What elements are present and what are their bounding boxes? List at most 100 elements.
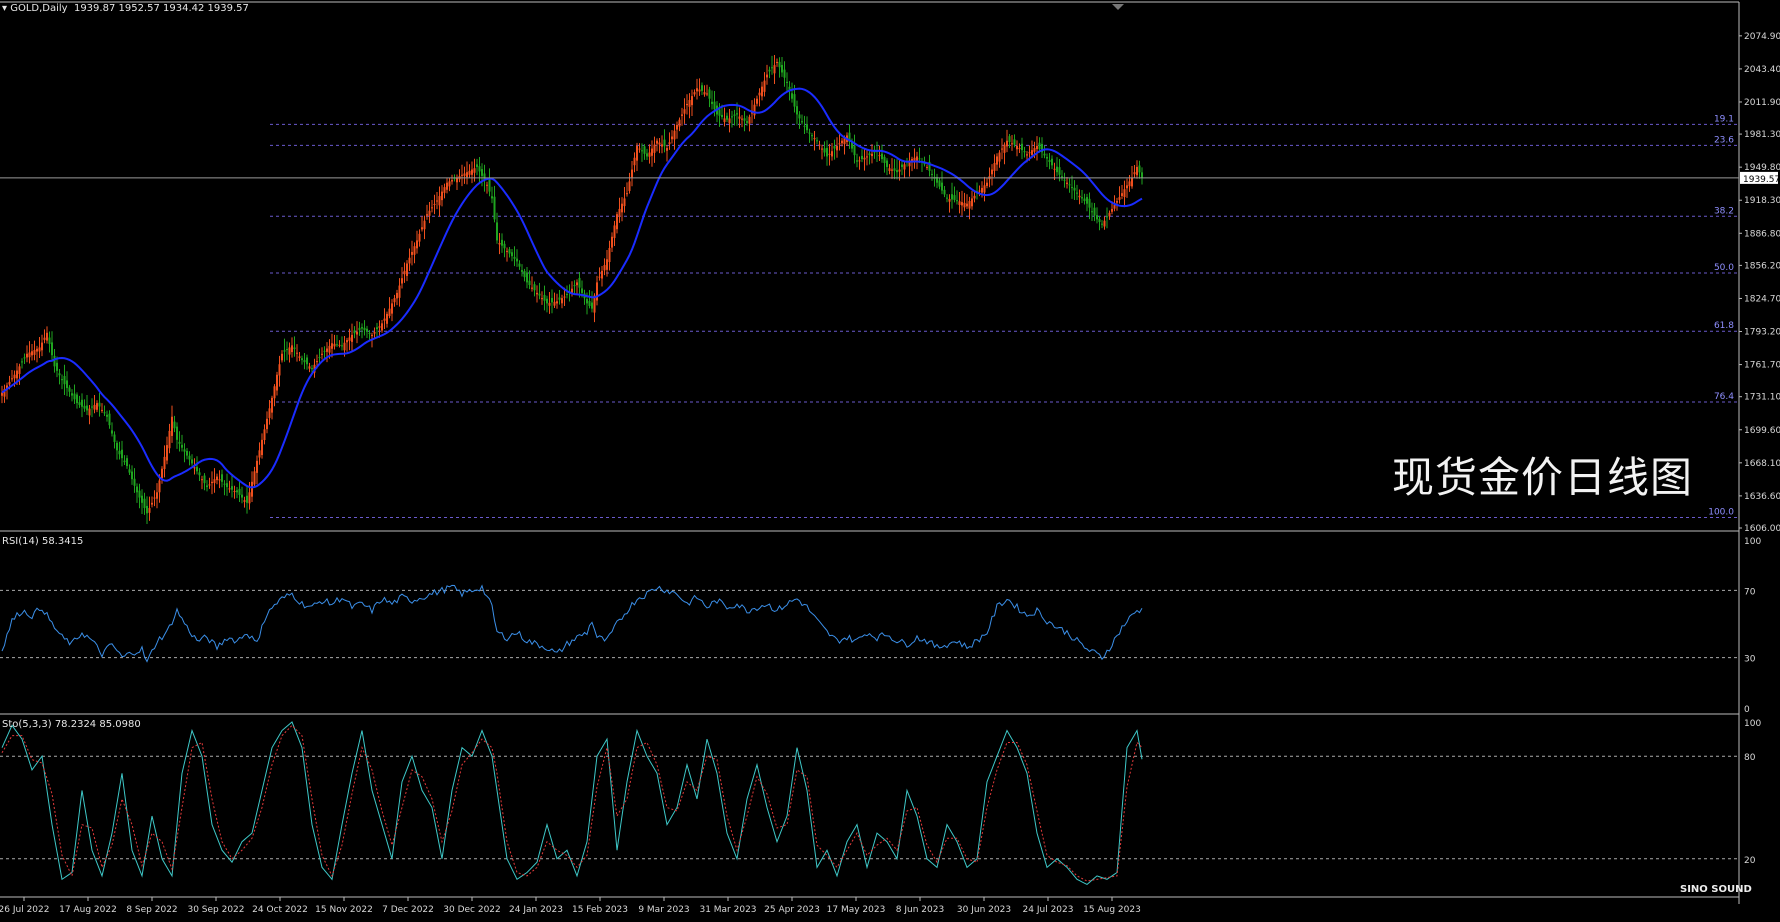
candle-body [746, 121, 748, 123]
candle-body [366, 328, 368, 332]
candle-body [551, 297, 553, 303]
candle-body [483, 173, 486, 181]
candle-body [926, 166, 928, 168]
candle-body [1093, 207, 1096, 216]
candle-body [336, 344, 338, 346]
candle-body [936, 177, 938, 183]
candle-body [308, 366, 311, 369]
candle-body [536, 292, 538, 295]
time-tick-label: 15 Aug 2023 [1083, 905, 1141, 915]
candle-body [636, 145, 638, 161]
candle-body [138, 490, 141, 498]
candle-body [1111, 208, 1113, 212]
sinosound-logo: SINO SOUND [1680, 884, 1752, 895]
candle-body [743, 118, 746, 121]
candle-body [811, 135, 813, 137]
candle-body [1113, 204, 1116, 209]
candle-body [211, 481, 213, 484]
candle-body [718, 109, 721, 116]
candle-body [816, 140, 818, 142]
candle-body [798, 114, 801, 119]
candle-body [1071, 187, 1073, 189]
candle-body [818, 144, 821, 146]
candle-body [1063, 179, 1066, 181]
candle-body [1018, 148, 1021, 150]
candle-body [691, 96, 693, 106]
candle-body [318, 357, 321, 359]
candle-body [576, 282, 578, 286]
candle-body [953, 195, 956, 201]
candle-body [76, 394, 78, 404]
candle-body [16, 370, 18, 379]
candle-body [1048, 160, 1051, 162]
time-tick-label: 9 Mar 2023 [638, 905, 689, 915]
price-tick-label: 1793.20 [1744, 328, 1780, 338]
candle-body [728, 118, 731, 124]
candle-body [146, 505, 148, 514]
current-price-box [1740, 171, 1778, 184]
stochastic-signal-line [1, 724, 1143, 882]
candles-group [1, 54, 1143, 525]
candle-body [618, 208, 621, 217]
candle-body [288, 347, 291, 355]
logo-text: SINO SOUND [1680, 884, 1752, 895]
candle-body [673, 130, 676, 140]
collapse-triangle-icon[interactable]: ▾ [2, 3, 8, 14]
fib-level-label: 23.6 [1714, 135, 1734, 145]
candle-body [1056, 166, 1058, 173]
candle-body [531, 287, 533, 289]
candle-body [241, 494, 243, 498]
candle-body [898, 169, 901, 172]
candle-body [193, 467, 196, 469]
time-tick-label: 30 Sep 2022 [187, 905, 244, 915]
candle-body [113, 434, 116, 442]
candle-body [1061, 176, 1063, 178]
candle-body [216, 476, 218, 481]
candle-body [218, 479, 221, 481]
candle-body [723, 118, 726, 123]
candle-body [1091, 211, 1093, 213]
candle-body [98, 402, 101, 407]
candle-body [541, 298, 543, 300]
candle-body [956, 200, 958, 202]
price-tick-label: 1761.70 [1744, 361, 1780, 371]
candle-body [258, 450, 261, 458]
candle-body [908, 160, 911, 167]
candle-body [371, 334, 373, 337]
candle-body [8, 381, 11, 385]
candle-body [528, 280, 531, 286]
candle-body [1058, 167, 1061, 175]
candle-body [83, 405, 86, 409]
candle-body [403, 270, 406, 275]
candle-body [508, 249, 511, 254]
candle-body [43, 337, 46, 340]
candle-body [28, 352, 31, 358]
candle-body [1101, 223, 1103, 225]
candle-body [48, 337, 51, 344]
candle-body [733, 114, 736, 116]
candle-body [1123, 189, 1126, 198]
candle-body [543, 294, 546, 301]
candle-body [118, 450, 121, 455]
candle-body [53, 355, 56, 367]
candle-body [433, 203, 436, 205]
candle-body [436, 200, 438, 202]
candle-body [571, 288, 573, 293]
candle-body [648, 152, 651, 157]
candle-body [903, 164, 906, 170]
candle-body [688, 100, 691, 107]
price-tick-label: 2043.40 [1744, 65, 1780, 75]
candle-body [246, 495, 248, 503]
time-tick-label: 15 Nov 2022 [315, 905, 373, 915]
candle-body [296, 352, 298, 354]
candle-body [978, 190, 981, 192]
candle-body [586, 299, 588, 304]
candle-body [61, 379, 63, 381]
rsi-line [1, 584, 1143, 663]
candle-body [843, 138, 846, 145]
candle-body [276, 374, 278, 391]
price-tick-label: 2011.90 [1744, 98, 1780, 108]
candle-body [613, 225, 616, 239]
